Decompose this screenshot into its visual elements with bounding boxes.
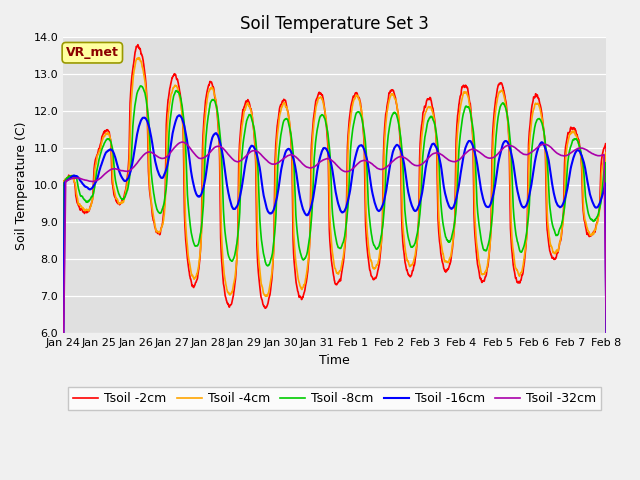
Tsoil -32cm: [570, 148, 577, 154]
Tsoil -16cm: [493, 172, 500, 178]
Tsoil -8cm: [211, 98, 219, 104]
Tsoil -16cm: [555, 203, 563, 209]
Line: Tsoil -32cm: Tsoil -32cm: [63, 142, 606, 369]
Tsoil -8cm: [351, 117, 358, 123]
Tsoil -4cm: [135, 55, 143, 60]
Tsoil -16cm: [570, 155, 577, 160]
Tsoil -4cm: [351, 96, 358, 102]
Tsoil -2cm: [351, 94, 358, 99]
Tsoil -4cm: [362, 215, 370, 220]
Tsoil -2cm: [602, 244, 610, 250]
Line: Tsoil -16cm: Tsoil -16cm: [63, 115, 606, 369]
Tsoil -2cm: [555, 246, 563, 252]
X-axis label: Time: Time: [319, 354, 350, 367]
Tsoil -32cm: [602, 332, 610, 338]
Tsoil -8cm: [362, 151, 370, 156]
Tsoil -16cm: [211, 131, 219, 137]
Line: Tsoil -4cm: Tsoil -4cm: [63, 58, 606, 331]
Title: Soil Temperature Set 3: Soil Temperature Set 3: [240, 15, 429, 33]
Tsoil -32cm: [351, 164, 358, 170]
Tsoil -4cm: [602, 311, 610, 316]
Tsoil -32cm: [60, 366, 67, 372]
Tsoil -32cm: [211, 144, 219, 150]
Tsoil -16cm: [602, 333, 610, 339]
Tsoil -2cm: [362, 235, 370, 241]
Y-axis label: Soil Temperature (C): Soil Temperature (C): [15, 121, 28, 250]
Tsoil -4cm: [570, 130, 577, 135]
Tsoil -4cm: [60, 328, 67, 334]
Tsoil -8cm: [136, 83, 144, 89]
Tsoil -8cm: [555, 230, 563, 236]
Tsoil -8cm: [602, 327, 610, 333]
Tsoil -32cm: [362, 158, 370, 164]
Tsoil -2cm: [211, 95, 219, 100]
Tsoil -4cm: [555, 246, 563, 252]
Tsoil -16cm: [60, 366, 67, 372]
Line: Tsoil -8cm: Tsoil -8cm: [63, 86, 606, 343]
Tsoil -16cm: [362, 154, 370, 159]
Tsoil -2cm: [493, 91, 500, 96]
Text: VR_met: VR_met: [66, 46, 119, 59]
Tsoil -16cm: [351, 158, 358, 164]
Tsoil -8cm: [493, 127, 500, 132]
Tsoil -4cm: [493, 100, 500, 106]
Tsoil -32cm: [179, 139, 186, 145]
Tsoil -4cm: [211, 94, 219, 99]
Tsoil -8cm: [570, 136, 577, 142]
Tsoil -16cm: [175, 112, 183, 118]
Tsoil -2cm: [60, 365, 67, 371]
Tsoil -32cm: [493, 152, 500, 158]
Line: Tsoil -2cm: Tsoil -2cm: [63, 45, 606, 368]
Tsoil -2cm: [134, 42, 141, 48]
Tsoil -8cm: [60, 340, 67, 346]
Legend: Tsoil -2cm, Tsoil -4cm, Tsoil -8cm, Tsoil -16cm, Tsoil -32cm: Tsoil -2cm, Tsoil -4cm, Tsoil -8cm, Tsoi…: [68, 387, 602, 410]
Tsoil -32cm: [555, 151, 563, 157]
Tsoil -2cm: [570, 125, 577, 131]
